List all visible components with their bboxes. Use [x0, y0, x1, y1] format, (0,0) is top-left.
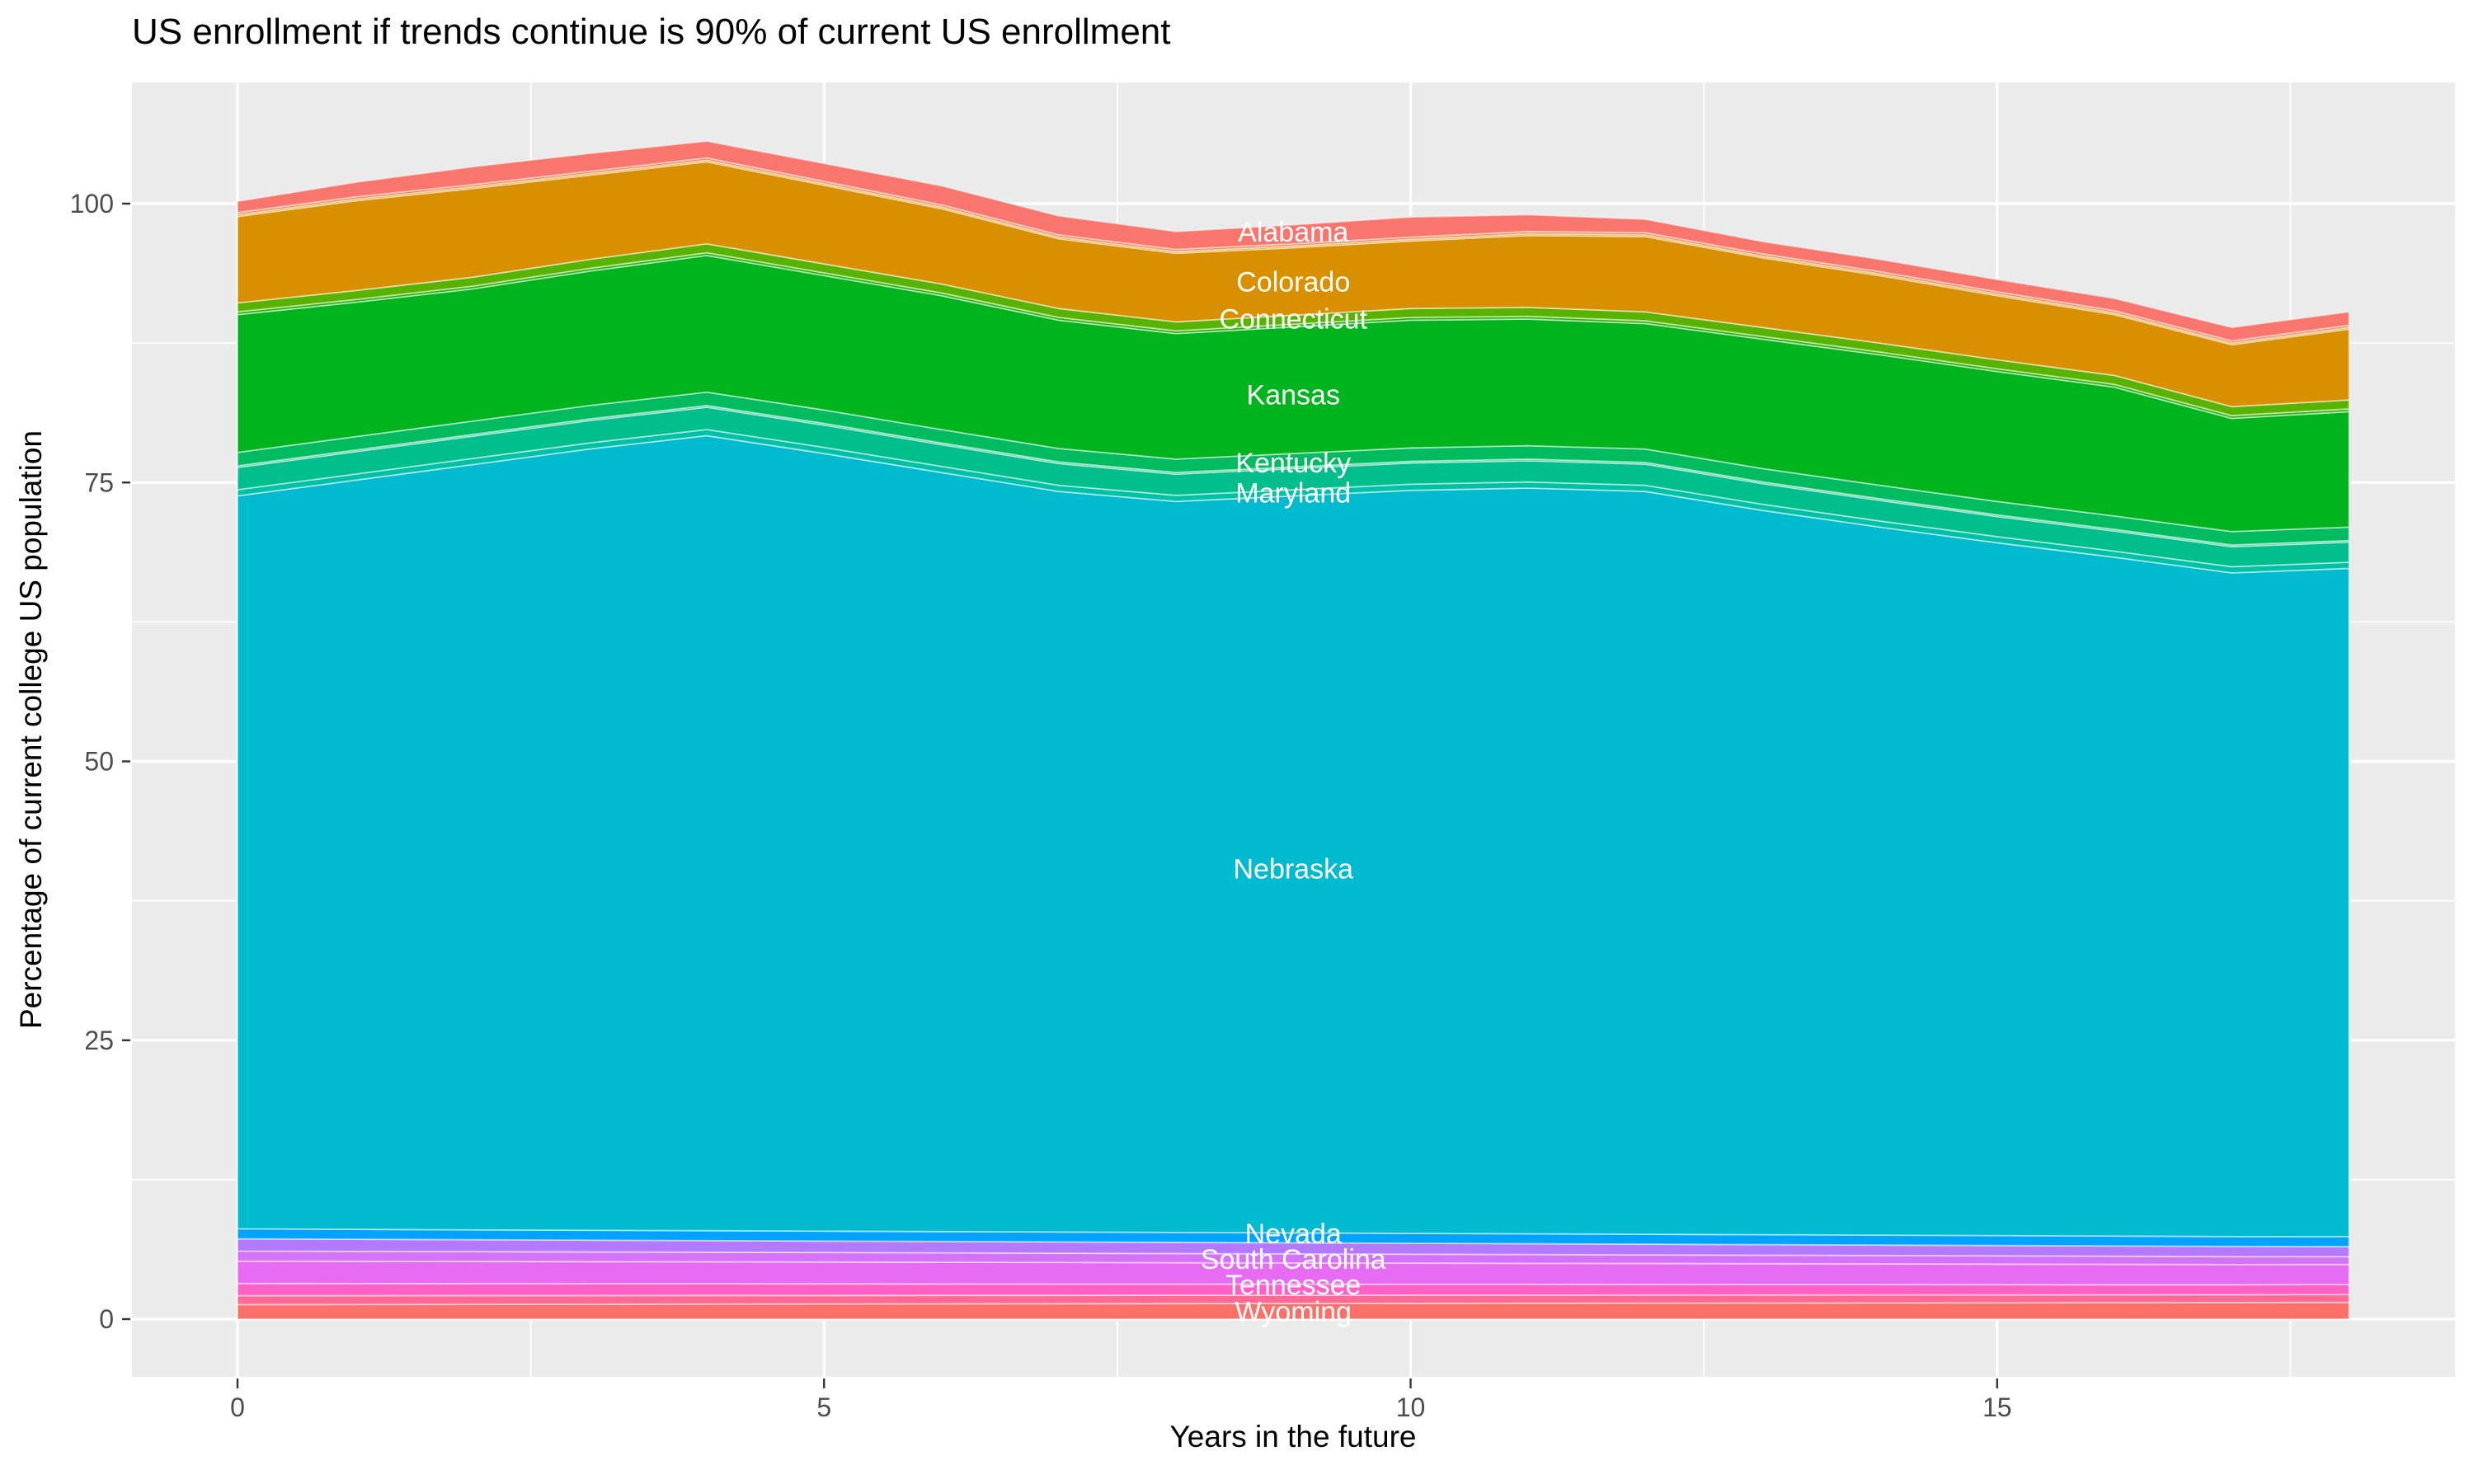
state-label-south-carolina: South Carolina — [1201, 1244, 1386, 1275]
y-tick-label: 50 — [84, 747, 114, 777]
state-label-maryland: Maryland — [1235, 477, 1351, 509]
state-label-alabama: Alabama — [1238, 217, 1348, 248]
y-tick-label: 0 — [99, 1304, 114, 1334]
state-label-tennessee: Tennessee — [1225, 1270, 1361, 1301]
state-label-nebraska: Nebraska — [1233, 853, 1353, 885]
area-band-nebraska — [237, 434, 2350, 1237]
state-label-connecticut: Connecticut — [1219, 303, 1367, 335]
state-label-colorado: Colorado — [1236, 267, 1350, 298]
state-label-kansas: Kansas — [1247, 379, 1340, 411]
x-axis-title: Years in the future — [1169, 1420, 1417, 1453]
state-label-wyoming: Wyoming — [1235, 1297, 1352, 1328]
y-tick-label: 25 — [84, 1026, 114, 1055]
state-label-kentucky: Kentucky — [1235, 448, 1351, 479]
state-label-nevada: Nevada — [1245, 1219, 1342, 1250]
chart-title: US enrollment if trends continue is 90% … — [132, 12, 1171, 52]
x-tick-label: 0 — [230, 1392, 245, 1422]
x-tick-label: 10 — [1396, 1392, 1426, 1422]
y-axis-title: Percentage of current college US populat… — [14, 430, 48, 1030]
x-tick-label: 5 — [816, 1392, 831, 1422]
y-tick-label: 100 — [70, 189, 114, 218]
y-tick-label: 75 — [84, 467, 114, 497]
x-tick-label: 15 — [1982, 1392, 2012, 1422]
area-band-alabama — [237, 140, 2350, 342]
